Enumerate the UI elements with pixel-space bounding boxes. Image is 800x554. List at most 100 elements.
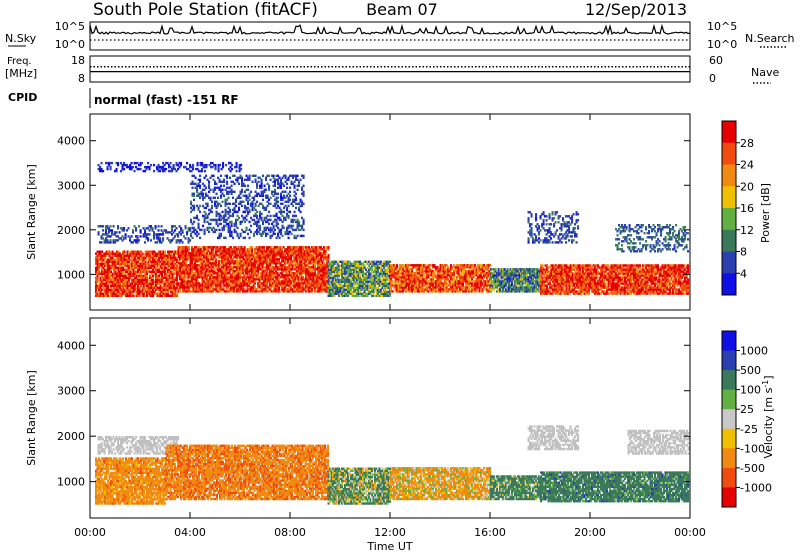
power-cell [243,280,246,283]
power-cell [267,278,270,281]
power-cell [170,262,173,265]
power-cell [180,282,183,285]
power-cell [126,258,129,261]
power-cell [225,258,228,261]
power-cell [327,246,330,249]
power-cell [111,278,114,281]
power-cell [230,290,233,293]
power-cell [179,276,182,279]
power-cell [96,286,99,289]
power-cell [212,248,215,251]
power-cell [155,278,158,281]
power-cell [209,286,212,289]
power-cell [221,262,224,265]
power-cell [260,278,263,281]
power-cell [180,276,183,279]
power-cell [185,248,188,251]
power-cell [182,252,185,255]
power-cell [254,272,257,275]
power-cell [146,284,149,287]
power-cell [113,254,116,257]
power-cell [95,278,98,281]
power-cell [183,260,186,263]
power-cell [132,278,135,281]
power-cell [129,254,132,257]
power-cell [98,262,101,265]
power-cell [167,292,170,295]
power-cell [239,248,242,251]
power-cell [114,262,117,265]
power-cell [185,286,188,289]
power-cell [300,282,303,285]
power-cell [300,254,303,257]
power-cell [144,266,147,269]
power-cell [200,248,203,251]
power-cell [231,290,234,293]
power-cell [176,252,179,255]
power-cell [128,278,131,281]
power-cell [186,266,189,269]
power-cell [123,274,126,277]
power-cell [290,274,293,277]
power-cell [170,254,173,257]
power-cell [212,266,215,269]
power-cell [137,258,140,261]
power-cell [171,278,174,281]
power-cell [230,258,233,261]
power-cell [128,262,131,265]
power-cell [303,268,306,271]
power-cell [266,246,269,249]
power-cell [183,252,186,255]
power-cell [96,276,99,279]
power-cell [215,262,218,265]
power-cell [228,280,231,283]
power-cell [176,292,179,295]
power-cell [194,246,197,249]
power-cell [222,286,225,289]
power-cell [207,260,210,263]
power-cell [239,280,242,283]
power-cell [134,284,137,287]
power-cell [179,286,182,289]
power-cell [111,294,114,297]
power-cell [191,278,194,281]
power-cell [242,252,245,255]
power-cell [197,286,200,289]
power-cell [225,276,228,279]
power-cell [104,292,107,295]
power-cell [134,252,137,255]
power-cell [186,272,189,275]
power-cell [252,270,255,273]
power-cell [215,282,218,285]
power-cell [155,274,158,277]
power-cell [134,266,137,269]
power-cell [255,254,258,257]
power-cell [129,282,132,285]
power-cell [159,266,162,269]
power-cell [302,268,305,271]
power-cell [168,252,171,255]
power-cell [243,274,246,277]
power-cell [158,276,161,279]
power-cell [273,248,276,251]
power-cell [132,284,135,287]
power-cell [200,268,203,271]
power-cell [288,284,291,287]
power-cell [108,290,111,293]
power-cell [272,268,275,271]
power-cell [252,274,255,277]
power-cell [168,294,171,297]
station-title: South Pole Station (fitACF) [93,0,318,20]
power-cell [237,254,240,257]
power-cell [294,272,297,275]
power-cell [164,250,167,253]
power-cell [269,276,272,279]
power-cell [156,258,159,261]
power-cell [135,282,138,285]
power-cell [101,280,104,283]
power-cell [258,246,261,249]
power-cell [275,254,278,257]
power-cell [210,254,213,257]
power-cell [159,284,162,287]
power-cell [110,280,113,283]
